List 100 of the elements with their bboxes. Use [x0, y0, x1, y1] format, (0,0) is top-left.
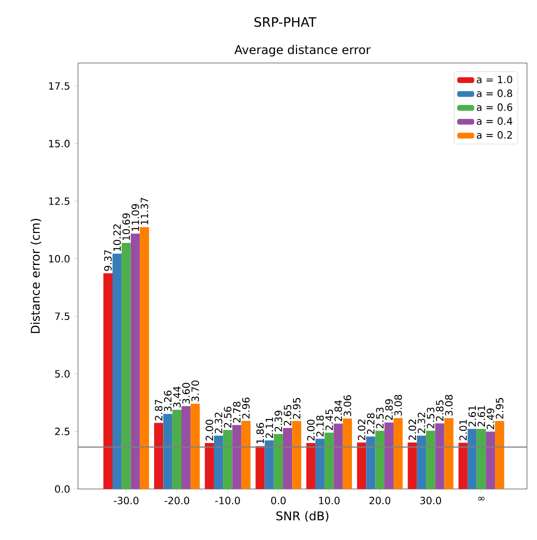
data-label: 2.02 [358, 420, 366, 440]
data-label: 9.37 [104, 250, 112, 271]
legend-label: a = 0.4 [476, 117, 512, 125]
x-tick-label: -10.0 [215, 496, 240, 504]
bar [426, 430, 436, 489]
data-label: 2.96 [242, 398, 250, 418]
data-label: 2.00 [206, 420, 214, 441]
bar [315, 438, 325, 489]
data-label: 2.53 [426, 408, 434, 428]
y-tick-label: 10.0 [49, 254, 70, 262]
bar [408, 442, 417, 489]
data-label: 2.84 [334, 400, 342, 422]
y-tick-label: 0.0 [55, 485, 70, 493]
legend-label: a = 1.0 [476, 76, 512, 84]
bar [306, 442, 316, 489]
bar [214, 436, 224, 489]
data-label: 10.22 [113, 224, 121, 251]
data-label: 2.00 [307, 420, 315, 441]
y-tick-label: 2.5 [55, 428, 70, 436]
y-tick-label: 5.0 [55, 370, 70, 378]
data-label: 11.37 [140, 198, 148, 224]
data-label: 3.06 [344, 395, 352, 416]
x-tick-label: 30.0 [420, 496, 442, 504]
bar [282, 428, 292, 489]
bar [476, 428, 486, 489]
data-label: 2.18 [316, 416, 324, 436]
bar [140, 227, 150, 489]
data-label: 3.44 [173, 386, 181, 408]
data-label: 2.61 [468, 406, 476, 426]
bar [241, 420, 250, 489]
bar [172, 410, 182, 489]
x-tick-label: 10.0 [319, 496, 340, 504]
data-label: 1.86 [256, 422, 264, 444]
bar [274, 434, 283, 489]
x-tick-label: -20.0 [164, 496, 190, 504]
y-tick-label: 7.5 [55, 312, 70, 320]
bar [204, 442, 214, 489]
data-label: 2.95 [496, 398, 504, 419]
x-tick-label: -30.0 [114, 496, 138, 504]
x-axis-title: SNR (dB) [276, 511, 328, 522]
bar [324, 432, 334, 489]
chart-subtitle: Average distance error [234, 44, 371, 56]
bar [495, 421, 504, 489]
bar [435, 423, 444, 489]
data-label: 3.08 [445, 394, 453, 416]
bar [256, 446, 265, 489]
x-tick-label: ∞ [478, 496, 484, 501]
data-label: 11.09 [132, 204, 140, 231]
bar [103, 273, 112, 489]
bar [342, 418, 352, 489]
data-label: 2.95 [292, 398, 300, 419]
bar [394, 418, 403, 489]
data-label: 3.60 [182, 382, 190, 404]
data-label: 2.65 [284, 404, 292, 426]
bar [292, 421, 302, 489]
bar [232, 424, 242, 489]
bar [130, 234, 140, 489]
legend-label: a = 0.2 [476, 131, 512, 139]
bar [416, 436, 426, 489]
data-label: 10.69 [122, 213, 130, 240]
data-label: 2.39 [274, 410, 282, 432]
x-tick-label: 20.0 [370, 496, 390, 504]
y-axis-title: Distance error (cm) [30, 218, 42, 334]
bar [375, 430, 384, 489]
bar [357, 442, 366, 489]
bar [384, 422, 394, 489]
bar [223, 430, 232, 489]
data-label: 2.85 [436, 400, 444, 421]
data-label: 2.01 [459, 420, 467, 440]
bar [366, 436, 376, 489]
y-tick-label: 15.0 [49, 140, 70, 148]
bar [122, 242, 131, 489]
data-label: 2.45 [325, 410, 333, 430]
legend-label: a = 0.6 [476, 103, 512, 111]
data-label: 2.49 [486, 408, 494, 430]
data-label: 3.08 [394, 394, 402, 416]
data-label: 2.28 [366, 413, 375, 434]
y-tick-label: 12.5 [49, 197, 70, 205]
bar [154, 422, 164, 489]
data-label: 2.11 [266, 417, 273, 438]
bar [334, 424, 343, 489]
y-tick-label: 17.5 [49, 82, 70, 90]
bar [182, 406, 191, 489]
data-label: 2.61 [478, 406, 486, 426]
bar [444, 418, 454, 489]
bar [468, 428, 477, 489]
data-label: 2.89 [385, 399, 393, 420]
data-label: 2.53 [376, 408, 384, 428]
data-label: 2.02 [408, 420, 416, 440]
data-label: 2.87 [154, 400, 162, 420]
bar [112, 254, 122, 489]
data-label: 2.78 [233, 402, 241, 423]
data-label: 3.70 [191, 380, 199, 402]
x-tick-label: 0.0 [271, 496, 286, 504]
bar [264, 440, 274, 489]
bar [458, 442, 468, 489]
bar [190, 404, 200, 489]
bar [163, 414, 172, 489]
legend-label: a = 0.8 [476, 90, 512, 98]
data-label: 2.32 [214, 412, 222, 434]
